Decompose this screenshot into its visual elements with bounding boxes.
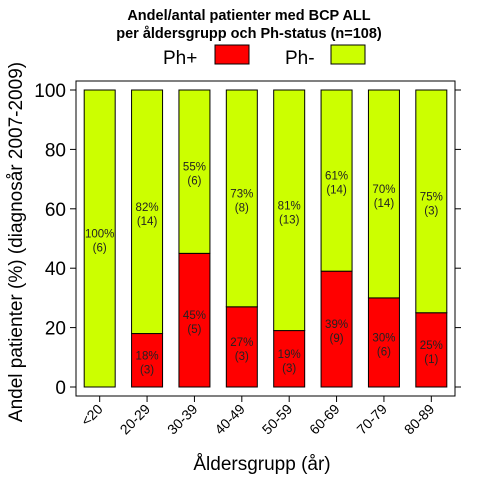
bar-percent-label: 82% xyxy=(136,202,159,214)
bar-count-label: (3) xyxy=(282,363,296,375)
bar-percent-label: 70% xyxy=(372,184,395,196)
bar-percent-label: 73% xyxy=(230,188,253,200)
bar-percent-label: 18% xyxy=(136,350,159,362)
x-tick-label: 20-29 xyxy=(117,401,154,438)
bar-ph-plus xyxy=(320,270,353,388)
bar-count-label: (3) xyxy=(235,351,249,363)
x-tick-label: 40-49 xyxy=(211,401,248,438)
bar-count-label: (14) xyxy=(137,216,158,228)
y-tick-label: 40 xyxy=(45,259,66,280)
bar-ph-plus xyxy=(273,330,306,388)
bar-ph-plus xyxy=(415,312,448,388)
bar-ph-plus xyxy=(131,333,164,388)
chart-subtitle: per åldersgrupp och Ph-status (n=108) xyxy=(116,26,382,42)
bar-percent-label: 75% xyxy=(420,191,443,203)
bar-ph-minus xyxy=(83,89,116,388)
legend-label-ph-minus: Ph- xyxy=(285,48,315,69)
bar-count-label: (6) xyxy=(187,176,201,188)
bar-count-label: (3) xyxy=(140,364,154,376)
bar-count-label: (3) xyxy=(424,205,438,217)
bar-percent-label: 61% xyxy=(325,171,348,183)
bar-percent-label: 27% xyxy=(230,337,253,349)
x-tick-label: 80-89 xyxy=(401,401,438,438)
x-axis-title: Åldersgrupp (år) xyxy=(193,454,330,475)
bar-count-label: (9) xyxy=(330,333,344,345)
legend: Ph+ Ph- xyxy=(163,44,366,69)
y-tick-label: 100 xyxy=(34,81,66,102)
bar-ph-minus xyxy=(225,89,258,308)
x-tick-label: 30-39 xyxy=(164,401,201,438)
bar-ph-minus xyxy=(320,89,353,272)
plot-frame xyxy=(75,80,456,397)
bar-count-label: (1) xyxy=(424,354,438,366)
bar-count-label: (13) xyxy=(279,214,300,226)
x-tick-label: 70-79 xyxy=(353,401,390,438)
bar-ph-plus xyxy=(367,297,400,388)
bar-percent-label: 45% xyxy=(183,310,206,322)
bar-percent-label: 100% xyxy=(85,229,114,241)
legend-swatch-ph-plus xyxy=(214,44,250,65)
x-tick-label: 50-59 xyxy=(259,401,296,438)
bar-count-label: (6) xyxy=(377,346,391,358)
legend-swatch-ph-minus xyxy=(330,44,366,65)
chart-title: Andel/antal patienter med BCP ALL xyxy=(127,8,370,24)
bar-ph-minus xyxy=(178,89,211,254)
bar-percent-label: 39% xyxy=(325,319,348,331)
bar-ph-minus xyxy=(131,89,164,335)
y-tick-label: 80 xyxy=(45,140,66,161)
bar-percent-label: 30% xyxy=(372,332,395,344)
bar-count-label: (6) xyxy=(93,243,107,255)
x-tick-label: 60-69 xyxy=(306,401,343,438)
bar-percent-label: 81% xyxy=(278,200,301,212)
plot-area: 0 20 40 60 80 100 100% (6) <20 18% (3) 82% (14) 20-29… xyxy=(34,80,461,438)
bar-percent-label: 19% xyxy=(278,349,301,361)
bar-ph-plus xyxy=(225,306,258,388)
y-tick-label: 60 xyxy=(45,200,66,221)
bar-count-label: (8) xyxy=(235,202,249,214)
bar-count-label: (5) xyxy=(187,324,201,336)
bar-count-label: (14) xyxy=(326,185,347,197)
bar-ph-plus xyxy=(178,252,211,388)
bar-ph-minus xyxy=(415,89,448,314)
y-axis-title: Andel patienter (%) (diagnosår 2007-2009… xyxy=(6,62,27,422)
y-tick-label: 20 xyxy=(45,319,66,340)
bar-count-label: (14) xyxy=(374,198,395,210)
bar-percent-label: 25% xyxy=(420,340,443,352)
bar-percent-label: 55% xyxy=(183,162,206,174)
bar-ph-minus xyxy=(273,89,306,332)
bar-ph-minus xyxy=(367,89,400,299)
y-tick-label: 0 xyxy=(55,378,66,399)
x-tick-label: <20 xyxy=(78,401,106,429)
legend-label-ph-plus: Ph+ xyxy=(163,48,197,69)
